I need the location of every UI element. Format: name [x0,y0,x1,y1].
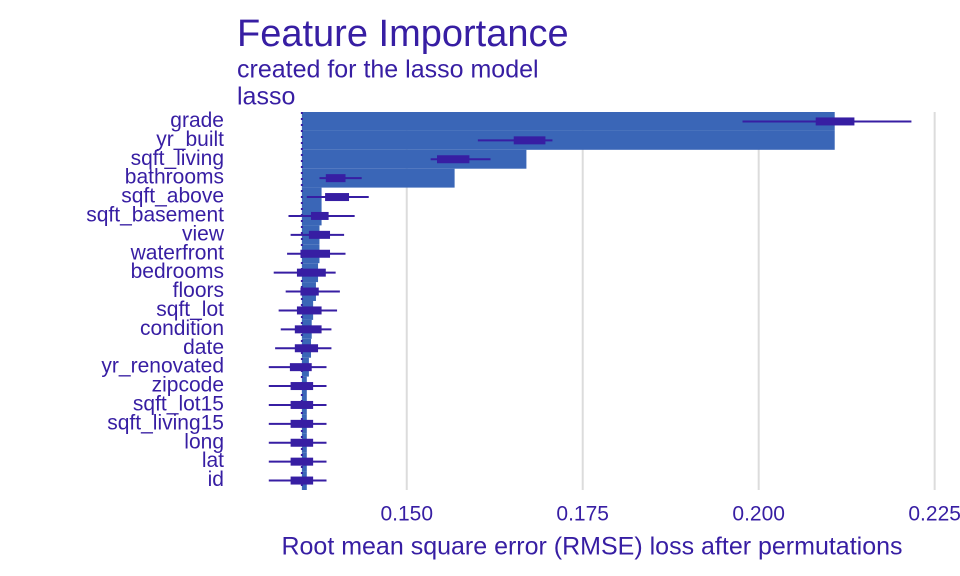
facet-label: lasso [237,83,295,111]
y-tick-label: date [183,336,224,359]
x-tick-label: 0.225 [908,503,960,526]
chart-subtitle: created for the lasso model [237,56,539,84]
box [290,457,314,466]
y-tick-label: lat [202,449,224,472]
bar [301,168,455,188]
bar [301,130,835,150]
y-tick-label: view [182,222,225,245]
box [290,419,314,428]
y-tick-label: waterfront [130,241,225,264]
box [513,136,546,145]
box [289,363,312,372]
y-tick-label: id [208,468,224,491]
box [815,117,855,126]
x-tick-label: 0.200 [732,503,785,526]
box [300,287,319,296]
y-tick-label: sqft_living15 [107,411,224,434]
box [290,382,314,391]
box [294,325,322,334]
box [311,211,329,220]
y-tick-label: sqft_basement [86,203,224,226]
y-tick-label: condition [140,317,224,340]
y-tick-label: grade [170,109,224,132]
y-tick-label: bedrooms [131,260,224,283]
y-tick-label: yr_built [156,128,224,151]
y-tick-label: sqft_lot15 [133,392,224,415]
bar [301,112,835,131]
box [308,230,331,239]
box [290,438,314,447]
box [294,344,319,353]
y-tick-label: floors [173,279,224,302]
box [290,400,314,409]
box [300,249,331,258]
box [296,268,326,277]
box [290,476,314,485]
x-axis-title: Root mean square error (RMSE) loss after… [281,533,902,561]
x-tick-label: 0.150 [380,503,433,526]
y-tick-label: bathrooms [125,166,224,189]
y-tick-label: sqft_above [121,185,224,208]
x-tick-label: 0.175 [556,503,609,526]
y-tick-label: sqft_lot [156,298,224,321]
chart-title: Feature Importance [237,13,569,55]
bar [301,149,527,169]
box [325,193,350,202]
y-tick-label: long [184,430,224,453]
box [325,174,346,183]
box [296,306,322,315]
y-tick-label: yr_renovated [101,355,224,378]
y-tick-label: zipcode [152,374,224,397]
y-tick-label: sqft_living [131,147,224,170]
box [437,155,470,164]
